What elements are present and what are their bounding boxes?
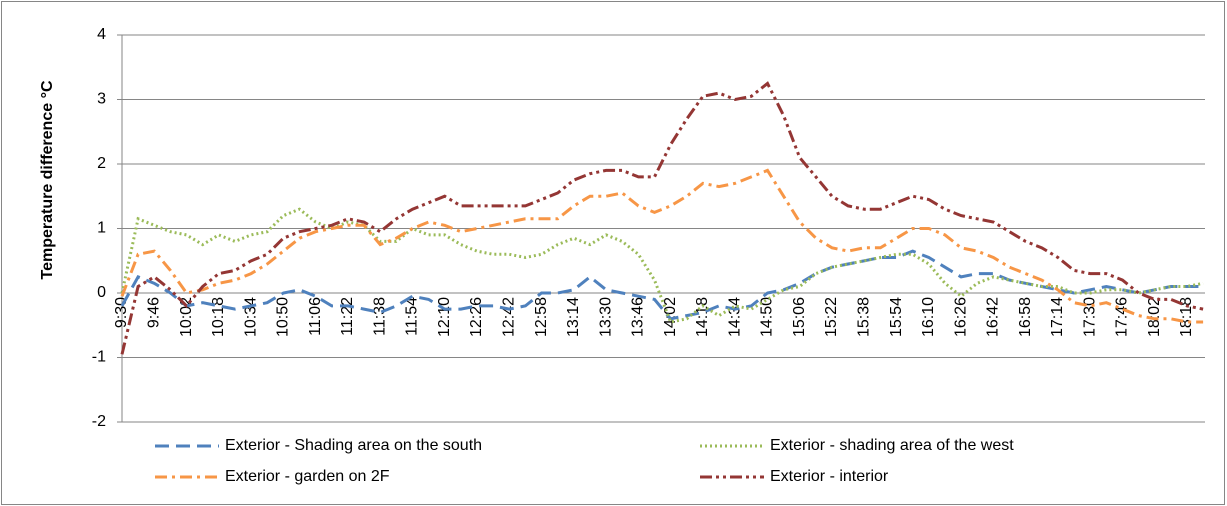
legend-label: Exterior - interior	[770, 468, 889, 485]
x-tick-label: 12:10	[436, 297, 453, 337]
x-tick-label: 18:02	[1146, 297, 1163, 337]
x-tick-label: 16:42	[985, 297, 1002, 337]
x-tick-label: 16:58	[1017, 297, 1034, 337]
y-tick-label: -1	[92, 349, 106, 366]
x-tick-label: 10:50	[275, 297, 292, 337]
x-tick-label: 9:46	[145, 297, 162, 328]
x-tick-label: 15:54	[888, 297, 905, 337]
series-line	[120, 207, 1204, 324]
x-tick-label: 18:18	[1178, 297, 1195, 337]
x-tick-label: 14:34	[726, 297, 743, 337]
y-tick-label: 1	[97, 220, 106, 237]
x-tick-label: 14:50	[759, 297, 776, 337]
y-tick-label: -2	[92, 413, 106, 430]
x-tick-label: 11:54	[404, 297, 421, 336]
x-tick-label: 12:42	[500, 297, 517, 337]
x-tick-label: 11:22	[339, 297, 356, 336]
x-tick-label: 17:14	[1049, 297, 1066, 337]
x-tick-label: 16:26	[952, 297, 969, 337]
x-tick-label: 15:38	[855, 297, 872, 337]
y-tick-label: 4	[97, 26, 106, 43]
y-tick-label: 3	[97, 91, 106, 108]
x-tick-label: 13:46	[630, 297, 647, 337]
series-line	[120, 81, 1204, 355]
legend-label: Exterior - garden on 2F	[225, 468, 390, 485]
x-tick-label: 16:10	[920, 297, 937, 337]
x-tick-label: 13:30	[597, 297, 614, 337]
x-tick-label: 17:46	[1114, 297, 1131, 337]
x-tick-label: 11:38	[371, 297, 388, 336]
y-axis-title: Temperature difference °C	[39, 80, 56, 279]
y-tick-label: 0	[97, 284, 106, 301]
legend-label: Exterior - shading area of the west	[770, 437, 1014, 454]
legend-label: Exterior - Shading area on the south	[225, 437, 482, 454]
x-tick-label: 15:22	[823, 297, 840, 337]
x-tick-label: 13:14	[565, 297, 582, 337]
x-tick-label: 10:34	[242, 297, 259, 337]
x-tick-label: 9:30	[113, 297, 130, 328]
x-tick-label: 10:02	[178, 297, 195, 337]
x-tick-label: 14:18	[694, 297, 711, 337]
x-tick-label: 12:26	[468, 297, 485, 337]
x-tick-label: 10:18	[210, 297, 227, 337]
x-tick-label: 12:58	[533, 297, 550, 337]
x-tick-label: 15:06	[791, 297, 808, 337]
y-tick-label: 2	[97, 155, 106, 172]
x-tick-label: 17:30	[1081, 297, 1098, 337]
x-tick-label: 11:06	[307, 297, 324, 336]
